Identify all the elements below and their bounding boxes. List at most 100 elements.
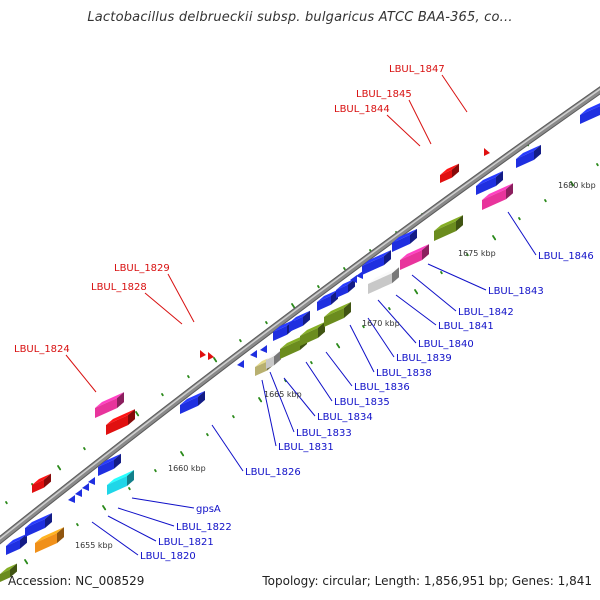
scale-tick: [187, 375, 190, 379]
gene-block-face: [35, 533, 57, 553]
gene-block-top: [476, 171, 503, 186]
gene-block-side: [127, 470, 134, 486]
gene-block-face: [434, 221, 456, 241]
gene-label: LBUL_1828: [91, 282, 147, 293]
gene-block-side: [10, 563, 17, 578]
gene-label: LBUL_1824: [14, 344, 70, 355]
gene-block-face: [400, 250, 422, 270]
gene-block-top: [482, 183, 513, 200]
gene-block: [25, 513, 52, 537]
gene-block: [107, 470, 134, 495]
scale-tick: [317, 285, 320, 289]
gene-block-side: [348, 278, 355, 293]
gene-block-side: [303, 310, 310, 326]
gene-block: [324, 302, 351, 327]
gene-block-side: [392, 267, 399, 284]
label-leader: [261, 379, 277, 447]
gene-block-side: [45, 513, 52, 528]
gene-block-side: [128, 409, 135, 426]
gene-block-face: [289, 316, 303, 332]
small-gene-arrow: [250, 350, 257, 358]
label-leader-lines: [65, 74, 537, 556]
gene-block-side: [117, 392, 124, 409]
gene-block-face: [273, 325, 287, 341]
gene-block-side: [452, 163, 459, 178]
label-leader: [269, 371, 295, 433]
label-leader: [386, 114, 421, 147]
gene-block-top: [273, 319, 294, 332]
small-gene-arrow: [208, 352, 214, 360]
gene-block-face: [324, 308, 344, 327]
label-leader: [441, 74, 468, 113]
label-leader: [349, 324, 375, 373]
gene-block: [98, 453, 121, 476]
gene-block-side: [198, 390, 205, 406]
scale-tick: [83, 447, 86, 451]
gene-block-top: [35, 527, 64, 543]
label-leader: [131, 497, 195, 509]
gene-block-side: [456, 215, 463, 232]
gene-block-top: [289, 310, 310, 323]
small-gene-arrow: [88, 477, 95, 485]
kbp-scale-labels: 1655 kbp 1660 kbp 1665 kbp 1670 kbp 1675 kbp…: [75, 181, 596, 550]
gene-block-face: [95, 398, 117, 418]
label-leader: [427, 263, 487, 291]
gene-block: [482, 183, 513, 210]
gene-label: LBUL_1829: [114, 263, 170, 274]
gene-block: [266, 350, 281, 369]
gene-block-side: [410, 228, 417, 244]
kbp-label: 1665 kbp: [264, 390, 302, 399]
gene-block-side: [114, 453, 121, 469]
gene-block-side: [318, 321, 325, 338]
gene-block: [362, 250, 391, 275]
scale-tick: [544, 199, 547, 203]
scale-tick: [154, 469, 157, 473]
scale-tick: [135, 411, 140, 417]
gene-block-top: [32, 473, 51, 485]
scale-tick: [310, 361, 313, 365]
accession-label: Accession: NC_008529: [8, 574, 145, 588]
label-leader: [107, 515, 157, 542]
gene-block: [289, 310, 310, 332]
scale-tick: [57, 465, 62, 471]
gene-label: LBUL_1846: [538, 251, 594, 262]
gene-block-side: [274, 350, 281, 366]
gene-block-face: [266, 356, 274, 369]
gene-label: LBUL_1847: [389, 64, 445, 75]
scale-tick: [466, 253, 469, 257]
kbp-label: 1660 kbp: [168, 464, 206, 473]
gene-block-face: [368, 273, 392, 294]
gene-block: [368, 267, 399, 294]
scale-tick: [492, 235, 497, 241]
gene-block-top: [0, 563, 17, 574]
gene-label: LBUL_1833: [296, 428, 352, 439]
gene-block: [106, 409, 135, 435]
gene-label: LBUL_1831: [278, 442, 334, 453]
gene-block: [95, 392, 124, 418]
gene-label: LBUL_1844: [334, 104, 390, 115]
gene-block-face: [516, 150, 534, 168]
scale-tick: [232, 415, 235, 419]
gene-label: LBUL_1820: [140, 551, 196, 562]
small-gene-arrow: [68, 495, 75, 503]
gene-label: LBUL_1840: [418, 339, 474, 350]
gene-block: [180, 390, 205, 414]
gene-block-side: [344, 302, 351, 318]
small-gene-arrow: [200, 350, 206, 358]
map-title: Lactobacillus delbrueckii subsp. bulgari…: [87, 10, 513, 25]
genome-backbone: [0, 86, 600, 545]
scale-tick: [24, 559, 29, 565]
gene-block-top: [106, 409, 135, 425]
gene-block-side: [534, 144, 541, 160]
gene-block-top: [98, 453, 121, 467]
scale-tick: [362, 325, 365, 329]
label-leader: [408, 99, 432, 145]
scale-tick: [5, 501, 8, 505]
gene-block-top: [434, 215, 463, 231]
gene-block-face: [300, 327, 318, 346]
gene-block-face: [6, 539, 20, 555]
scale-tick: [128, 487, 131, 491]
kbp-label: 1655 kbp: [75, 541, 113, 550]
gene-label: LBUL_1835: [334, 397, 390, 408]
